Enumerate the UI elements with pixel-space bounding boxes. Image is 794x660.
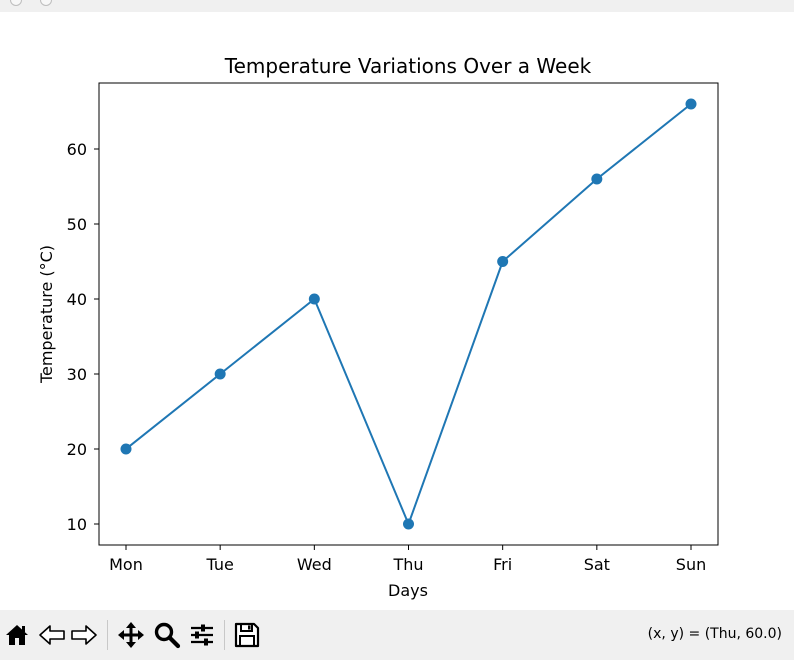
y-axis-label: Temperature (°C) bbox=[37, 245, 56, 384]
toolbar-separator bbox=[224, 620, 225, 650]
data-point bbox=[120, 443, 132, 455]
x-tick-label: Sun bbox=[676, 555, 706, 574]
arrow-right-icon bbox=[71, 625, 97, 645]
data-point bbox=[591, 173, 603, 185]
sliders-icon bbox=[191, 624, 213, 646]
y-tick-label: 30 bbox=[67, 365, 87, 384]
zoom-button[interactable] bbox=[151, 619, 183, 651]
pan-button[interactable] bbox=[115, 619, 147, 651]
configure-subplots-button[interactable] bbox=[186, 619, 218, 651]
chart-title: Temperature Variations Over a Week bbox=[224, 54, 592, 78]
y-tick-label: 60 bbox=[67, 140, 87, 159]
x-tick-label: Fri bbox=[493, 555, 512, 574]
toolbar-separator bbox=[107, 620, 108, 650]
window-control-icon[interactable] bbox=[40, 0, 52, 6]
move-icon bbox=[118, 622, 144, 648]
save-button[interactable] bbox=[231, 619, 263, 651]
arrow-left-icon bbox=[39, 625, 65, 645]
data-point bbox=[308, 293, 320, 305]
plot-area: Mon Tue Wed Thu Fri Sat Sun 10 20 30 40 50 60 bbox=[67, 82, 719, 574]
navigation-toolbar: (x, y) = (Thu, 60.0) bbox=[0, 610, 794, 660]
line-chart: Temperature Variations Over a Week Mon Tu… bbox=[37, 54, 719, 600]
x-tick-label: Mon bbox=[109, 555, 143, 574]
axes-frame bbox=[98, 82, 719, 546]
x-tick-label: Sat bbox=[584, 555, 610, 574]
data-point bbox=[685, 98, 697, 110]
series-line bbox=[125, 103, 692, 525]
y-tick-label: 10 bbox=[67, 515, 87, 534]
x-tick-label: Thu bbox=[392, 555, 423, 574]
window-control-icon[interactable] bbox=[10, 0, 22, 6]
y-tick-label: 40 bbox=[67, 290, 87, 309]
back-button[interactable] bbox=[36, 619, 68, 651]
floppy-disk-icon bbox=[234, 622, 260, 648]
y-tick-label: 50 bbox=[67, 215, 87, 234]
data-point bbox=[403, 518, 414, 530]
y-tick-label: 20 bbox=[67, 440, 87, 459]
data-point bbox=[214, 368, 226, 380]
x-tick-label: Tue bbox=[206, 555, 234, 574]
forward-button[interactable] bbox=[68, 619, 100, 651]
x-tick-label: Wed bbox=[297, 555, 332, 574]
x-axis-label: Days bbox=[388, 581, 428, 600]
coordinate-readout: (x, y) = (Thu, 60.0) bbox=[647, 626, 782, 642]
figure-canvas[interactable]: Temperature Variations Over a Week Mon Tu… bbox=[0, 12, 794, 610]
home-button[interactable] bbox=[1, 619, 33, 651]
window-titlebar bbox=[0, 0, 794, 12]
home-icon bbox=[6, 625, 28, 645]
data-point bbox=[497, 256, 509, 267]
magnifier-icon bbox=[154, 622, 181, 649]
